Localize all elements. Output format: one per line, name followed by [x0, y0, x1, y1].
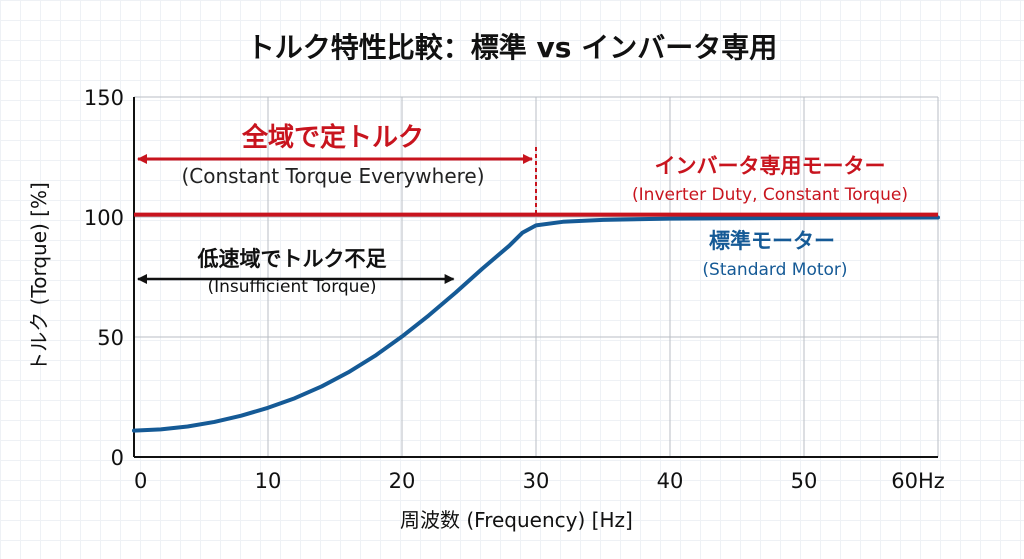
series-standard-motor-line	[132, 215, 940, 433]
x-tick-label: 60Hz	[891, 469, 945, 493]
y-tick-label: 150	[84, 86, 124, 110]
standard-motor-sublabel: (Standard Motor)	[702, 260, 847, 280]
x-tick-label: 30	[523, 469, 550, 493]
insufficient-torque-label: 低速域でトルク不足	[197, 247, 387, 271]
x-tick-label: 50	[791, 469, 818, 493]
x-tick-label: 20	[389, 469, 416, 493]
inverter-motor-label: インバータ専用モーター	[655, 154, 886, 178]
y-tick-label: 100	[84, 206, 124, 230]
x-tick-label: 40	[657, 469, 684, 493]
x-tick-label: 0	[134, 469, 147, 493]
standard-motor-label: 標準モーター	[709, 229, 835, 253]
chart-title: トルク特性比較：標準 vs インバータ専用	[247, 31, 777, 64]
x-tick-labels: 0 10 20 30 40 50 60Hz	[134, 469, 945, 493]
y-axis-title: トルク (Torque) [%]	[27, 182, 51, 372]
x-axis-title: 周波数 (Frequency) [Hz]	[400, 508, 633, 532]
y-tick-label: 50	[97, 326, 124, 350]
y-tick-labels: 0 50 100 150	[84, 86, 124, 470]
y-tick-label: 0	[111, 446, 124, 470]
inverter-motor-sublabel: (Inverter Duty, Constant Torque)	[632, 185, 908, 205]
x-tick-label: 10	[255, 469, 282, 493]
insufficient-torque-sublabel: (Insufficient Torque)	[207, 277, 376, 297]
constant-torque-sublabel: (Constant Torque Everywhere)	[181, 164, 484, 188]
constant-torque-label: 全域で定トルク	[241, 122, 424, 153]
